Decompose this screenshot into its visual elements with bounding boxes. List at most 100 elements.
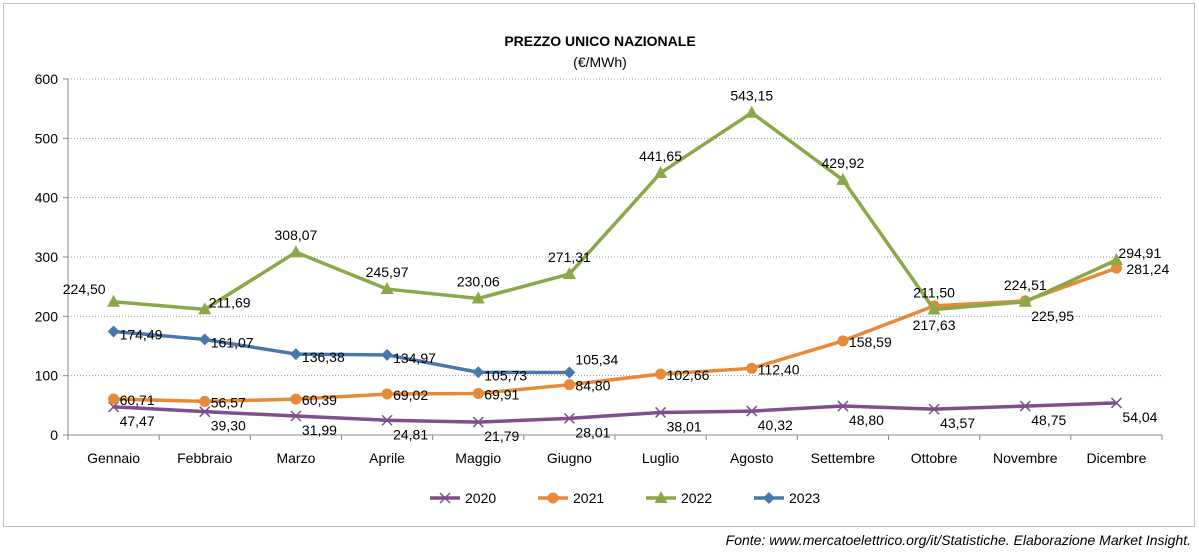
series-2022-point [745,105,759,118]
source-note: Fonte: www.mercatoelettrico.org/it/Stati… [725,532,1191,548]
series-2022-data-label: 230,06 [457,273,500,289]
series-2020-data-label: 28,01 [575,424,610,440]
series-2020-data-label: 54,04 [1122,409,1157,425]
series-2021-point [290,393,302,405]
series-2023-data-label: 174,49 [120,326,163,342]
series-2021-data-label: 69,91 [484,387,519,403]
x-tick-label: Dicembre [1086,450,1146,466]
series-2020-data-label: 24,81 [393,426,428,442]
series-2021-point [655,368,667,380]
series-2021-data-label: 56,57 [211,394,246,410]
series-2022-data-label: 224,51 [1004,277,1047,293]
series-2021-data-label: 60,71 [120,392,155,408]
series-2022-data-label: 245,97 [366,264,409,280]
series-2023-data-label: 136,38 [302,349,345,365]
series-2021-line [113,266,1118,404]
legend-label-2022: 2022 [681,490,712,506]
y-tick-label: 500 [35,130,59,146]
x-tick-label: Maggio [455,450,501,466]
series-2023-point [107,325,120,338]
chart-subtitle: (€/MWh) [573,54,627,70]
series-2020-point [837,400,849,412]
x-tick-label: Gennaio [87,450,140,466]
legend-marker-2020 [439,492,451,504]
series-2022-data-label: 441,65 [639,148,682,164]
series-2020-point [928,403,940,415]
series-2020-data-label: 39,30 [211,418,246,434]
series-2022-point [1109,253,1123,266]
series-2022-point [927,302,941,315]
series-2023-point [198,333,211,346]
series-2021-point [1110,262,1122,274]
series-2021-point [472,388,484,400]
series-2020-data-label: 47,47 [120,413,155,429]
series-2023-data-label: 134,97 [393,350,436,366]
series-2023-data-label: 105,73 [484,367,527,383]
series-2022-data-label: 271,31 [548,249,591,265]
series-2020-point [108,401,120,413]
series-2021-point [108,393,120,405]
series-2020-point [381,414,393,426]
series-2020-point [472,416,484,428]
chart-title: PREZZO UNICO NAZIONALE [504,33,695,49]
y-tick-label: 0 [50,427,58,443]
series-2023-point [472,366,485,379]
series-2021-data-label: 158,59 [849,334,892,350]
series-2021-point [199,395,211,407]
y-tick-label: 600 [35,71,59,87]
series-2023-data-label: 105,34 [575,351,618,367]
series-2022-data-label: 543,15 [730,88,773,104]
series-2020-point [290,410,302,422]
series-2020-point [1110,397,1122,409]
series-2022-data-label: 429,92 [822,155,865,171]
series-2023-line [113,329,570,375]
series-2022-point [1018,294,1032,307]
series-2023-point [381,348,394,361]
series-2023-point [289,348,302,361]
legend-label-2023: 2023 [789,490,820,506]
x-tick-label: Aprile [369,450,405,466]
x-tick-label: Febbraio [177,450,232,466]
series-2021-data-label: 102,66 [667,367,710,383]
chart-frame [3,3,1195,527]
series-2022-data-label: 211,50 [913,285,955,301]
series-2020-point [746,405,758,417]
series-2023-data-label: 161,07 [211,334,254,350]
x-tick-label: Ottobre [911,450,958,466]
series-2022-data-label: 308,07 [275,227,318,243]
series-2020-data-label: 31,99 [302,422,337,438]
series-2020-data-label: 48,75 [1031,412,1066,428]
series-2020-data-label: 40,32 [758,417,793,433]
series-2021-data-label: 217,63 [913,317,956,333]
series-2022-point [380,282,394,295]
legend-marker-2021 [547,492,559,504]
y-tick-label: 400 [35,190,59,206]
series-2020-line [113,401,1117,424]
series-2022-point [107,294,121,307]
x-tick-label: Luglio [642,450,680,466]
series-2021-point [563,379,575,391]
legend-marker-2023 [763,492,775,504]
series-2020-data-label: 48,80 [849,412,884,428]
x-tick-label: Novembre [993,450,1058,466]
series-2021-data-label: 60,39 [302,392,337,408]
series-2020-data-label: 21,79 [484,428,519,444]
series-2020-point [199,406,211,418]
series-2021-point [381,388,393,400]
series-2023-point [563,366,576,379]
series-2020-point [1019,400,1031,412]
series-2022-point [836,172,850,185]
y-tick-label: 100 [35,368,59,384]
legend-label-2021: 2021 [573,490,604,506]
series-2022-data-label: 211,69 [209,294,251,310]
x-tick-label: Giugno [547,450,592,466]
x-tick-label: Agosto [730,450,774,466]
series-2021-data-label: 281,24 [1126,261,1169,277]
series-2020-point [563,412,575,424]
x-tick-label: Settembre [811,450,876,466]
x-tick-label: Marzo [276,450,315,466]
series-2021-data-label: 225,95 [1031,308,1074,324]
series-2021-data-label: 112,40 [758,361,800,377]
